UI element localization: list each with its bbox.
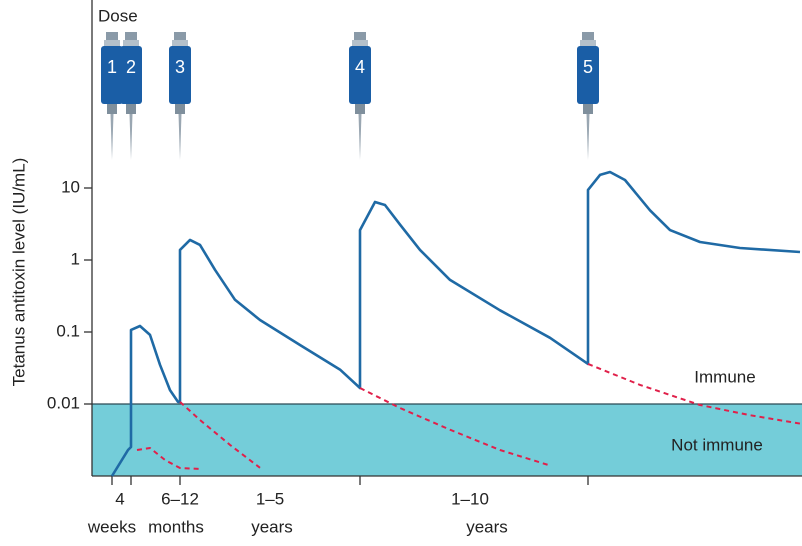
syringe-needle [586,114,590,160]
syringe-needle [129,114,133,160]
decay-curve [136,447,201,470]
y-tick-label: 10 [61,177,80,196]
chart-title: Dose [98,6,138,25]
period-label: 1–5 [256,489,284,508]
syringe: 4 [349,32,371,160]
period-unit: months [148,517,204,536]
syringe-cap [580,40,596,46]
syringe-plunger [106,32,118,40]
y-tick-label: 0.1 [56,321,80,340]
immune-label: Immune [694,367,755,386]
y-axis-label: Tetanus antitoxin level (IU/mL) [9,158,28,387]
syringe-cap [172,40,188,46]
syringe-needle [110,114,114,160]
decay-curve [179,401,261,469]
syringe: 5 [577,32,599,160]
dose-label: 5 [583,57,593,77]
syringe-plunger [582,32,594,40]
syringe-cap [104,40,120,46]
syringe-body [169,46,191,104]
syringe-cap [352,40,368,46]
syringe-plunger [174,32,186,40]
syringe-needle [178,114,182,160]
dose-label: 3 [175,57,185,77]
syringe-body [349,46,371,104]
syringe-hub [583,104,593,114]
decay-curve [587,362,802,425]
syringe: 2 [120,32,142,160]
syringe-needle [358,114,362,160]
not-immune-label: Not immune [671,435,763,454]
period-unit: years [251,517,293,536]
syringe-hub [355,104,365,114]
syringe-body [577,46,599,104]
not-immune-region [92,404,802,476]
dose-label: 4 [355,57,365,77]
dose-label: 1 [107,57,117,77]
syringe-hub [175,104,185,114]
y-tick-label: 1 [71,249,80,268]
syringe: 1 [101,32,123,160]
decay-curve [359,387,551,467]
syringe-body [120,46,142,104]
syringe: 3 [169,32,191,160]
period-unit: weeks [87,517,136,536]
syringe-cap [123,40,139,46]
period-label: 1–10 [451,489,489,508]
syringe-plunger [125,32,137,40]
period-label: 4 [115,489,124,508]
syringe-body [101,46,123,104]
syringe-hub [107,104,117,114]
syringe-hub [126,104,136,114]
y-tick-label: 0.01 [47,393,80,412]
period-label: 6–12 [161,489,199,508]
dose-label: 2 [126,57,136,77]
period-unit: years [466,517,508,536]
syringe-plunger [354,32,366,40]
